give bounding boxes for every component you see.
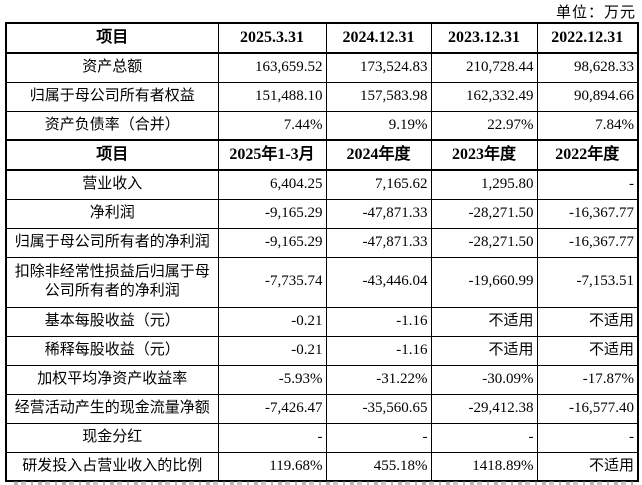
value-cell: -16,367.77 (536, 227, 639, 258)
value-cell: 157,583.98 (325, 81, 432, 112)
row-label-cell: 研发投入占营业收入的比例 (5, 451, 219, 482)
value-cell: - (217, 422, 327, 453)
row-label-cell: 资产总额 (5, 52, 219, 83)
column-header-item: 项目 (5, 22, 219, 54)
value-cell: - (325, 422, 432, 453)
unit-label: 单位：万元 (555, 5, 636, 21)
table-row-rd-ratio: 研发投入占营业收入的比例 119.68% 455.18% 1418.89% 不适… (5, 451, 639, 482)
row-label-cell: 净利润 (5, 198, 219, 229)
row-label-cell: 营业收入 (5, 169, 219, 200)
table-row-total-assets: 资产总额 163,659.52 173,524.83 210,728.44 98… (5, 52, 639, 83)
value-cell: -0.21 (217, 306, 327, 337)
row-label-cell: 扣除非经常性损益后归属于母公司所有者的净利润 (5, 256, 219, 308)
value-cell: -1.16 (325, 335, 432, 366)
table-row-basic-eps: 基本每股收益（元） -0.21 -1.16 不适用 不适用 (5, 306, 639, 337)
value-cell: -0.21 (217, 335, 327, 366)
column-header-period: 2024年度 (325, 139, 432, 171)
column-header-period: 2023年度 (430, 139, 538, 171)
value-cell: -5.93% (217, 364, 327, 395)
row-label-cell: 现金分红 (5, 422, 219, 453)
value-cell: 455.18% (325, 451, 432, 482)
value-cell: -16,367.77 (536, 198, 639, 229)
value-cell: 不适用 (536, 451, 639, 482)
column-header-date: 2022.12.31 (536, 22, 639, 54)
value-cell: 9.19% (325, 110, 432, 141)
value-cell: 98,628.33 (536, 52, 639, 83)
table-row-operating-cash-flow: 经营活动产生的现金流量净额 -7,426.47 -35,560.65 -29,4… (5, 393, 639, 424)
table-row-cash-dividend: 现金分红 - - - - (5, 422, 639, 453)
value-cell: -1.16 (325, 306, 432, 337)
row-label-cell: 资产负债率（合并） (5, 110, 219, 141)
value-cell: 119.68% (217, 451, 327, 482)
row-label-cell: 归属于母公司所有者的净利润 (5, 227, 219, 258)
balance-header-row: 项目 2025.3.31 2024.12.31 2023.12.31 2022.… (5, 22, 639, 54)
table-row-net-profit: 净利润 -9,165.29 -47,871.33 -28,271.50 -16,… (5, 198, 639, 229)
value-cell: - (536, 169, 639, 200)
value-cell: -7,735.74 (217, 256, 327, 308)
column-header-date: 2024.12.31 (325, 22, 432, 54)
column-header-period: 2022年度 (536, 139, 639, 171)
column-header-item: 项目 (5, 139, 219, 171)
value-cell: 1418.89% (430, 451, 538, 482)
value-cell: 163,659.52 (217, 52, 327, 83)
value-cell: 162,332.49 (430, 81, 538, 112)
column-header-date: 2023.12.31 (430, 22, 538, 54)
value-cell: 7.44% (217, 110, 327, 141)
value-cell: -7,426.47 (217, 393, 327, 424)
table-row-debt-ratio: 资产负债率（合并） 7.44% 9.19% 22.97% 7.84% (5, 110, 639, 141)
value-cell: -9,165.29 (217, 198, 327, 229)
value-cell: 173,524.83 (325, 52, 432, 83)
value-cell: -9,165.29 (217, 227, 327, 258)
value-cell: 不适用 (536, 335, 639, 366)
value-cell: 7.84% (536, 110, 639, 141)
value-cell: -28,271.50 (430, 198, 538, 229)
value-cell: 不适用 (430, 306, 538, 337)
row-label-cell: 基本每股收益（元） (5, 306, 219, 337)
value-cell: - (430, 422, 538, 453)
value-cell: -35,560.65 (325, 393, 432, 424)
value-cell: -30.09% (430, 364, 538, 395)
value-cell: -43,446.04 (325, 256, 432, 308)
clipped-footnote-text (14, 481, 636, 485)
value-cell: -16,577.40 (536, 393, 639, 424)
table-row-weighted-roe: 加权平均净资产收益率 -5.93% -31.22% -30.09% -17.87… (5, 364, 639, 395)
value-cell: 22.97% (430, 110, 538, 141)
value-cell: - (536, 422, 639, 453)
value-cell: 6,404.25 (217, 169, 327, 200)
value-cell: 1,295.80 (430, 169, 538, 200)
row-label-cell: 加权平均净资产收益率 (5, 364, 219, 395)
column-header-period: 2025年1-3月 (217, 139, 327, 171)
value-cell: 不适用 (430, 335, 538, 366)
value-cell: -19,660.99 (430, 256, 538, 308)
value-cell: 不适用 (536, 306, 639, 337)
table-row-diluted-eps: 稀释每股收益（元） -0.21 -1.16 不适用 不适用 (5, 335, 639, 366)
financial-summary-table: 项目 2025.3.31 2024.12.31 2023.12.31 2022.… (5, 22, 639, 482)
table-row-parent-equity: 归属于母公司所有者权益 151,488.10 157,583.98 162,33… (5, 81, 639, 112)
table-row-revenue: 营业收入 6,404.25 7,165.62 1,295.80 - (5, 169, 639, 200)
value-cell: 90,894.66 (536, 81, 639, 112)
row-label-cell: 归属于母公司所有者权益 (5, 81, 219, 112)
income-header-row: 项目 2025年1-3月 2024年度 2023年度 2022年度 (5, 139, 639, 171)
value-cell: -17.87% (536, 364, 639, 395)
value-cell: -29,412.38 (430, 393, 538, 424)
column-header-date: 2025.3.31 (217, 22, 327, 54)
value-cell: 151,488.10 (217, 81, 327, 112)
value-cell: -28,271.50 (430, 227, 538, 258)
value-cell: -7,153.51 (536, 256, 639, 308)
value-cell: 210,728.44 (430, 52, 538, 83)
value-cell: -31.22% (325, 364, 432, 395)
table-row-parent-net-profit: 归属于母公司所有者的净利润 -9,165.29 -47,871.33 -28,2… (5, 227, 639, 258)
row-label-cell: 经营活动产生的现金流量净额 (5, 393, 219, 424)
value-cell: -47,871.33 (325, 227, 432, 258)
value-cell: -47,871.33 (325, 198, 432, 229)
value-cell: 7,165.62 (325, 169, 432, 200)
row-label-cell: 稀释每股收益（元） (5, 335, 219, 366)
table-row-deducted-net-profit: 扣除非经常性损益后归属于母公司所有者的净利润 -7,735.74 -43,446… (5, 256, 639, 308)
